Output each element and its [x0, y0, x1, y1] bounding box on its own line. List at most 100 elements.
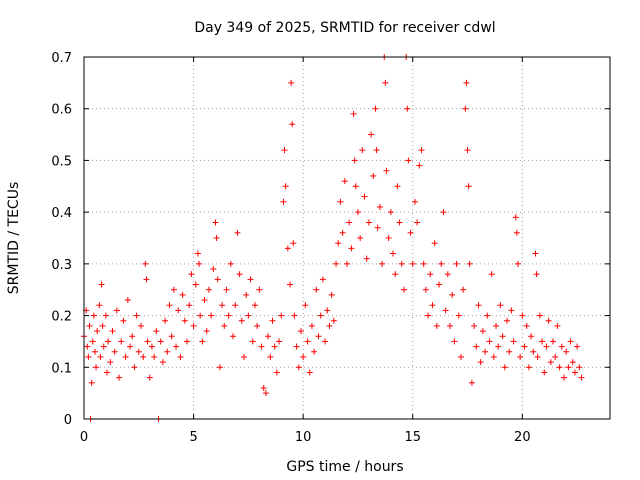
data-point — [144, 338, 151, 345]
data-point — [488, 271, 495, 278]
data-point — [315, 333, 322, 340]
data-point — [240, 353, 247, 360]
data-point — [247, 276, 254, 283]
data-point — [306, 369, 313, 376]
data-point — [534, 353, 541, 360]
data-point — [335, 240, 342, 247]
data-point — [276, 338, 283, 345]
data-point — [528, 333, 535, 340]
data-point — [184, 338, 191, 345]
data-point — [181, 317, 188, 324]
data-point — [162, 317, 169, 324]
data-point — [533, 271, 540, 278]
data-point — [311, 348, 318, 355]
y-tick-label: 0.3 — [51, 258, 72, 273]
data-point — [168, 333, 175, 340]
data-point — [234, 229, 241, 236]
data-point — [560, 374, 567, 381]
data-point — [232, 302, 239, 309]
data-point — [363, 255, 370, 262]
data-points — [81, 54, 585, 422]
data-point — [569, 359, 576, 366]
x-tick-label: 20 — [514, 430, 531, 445]
data-point — [486, 338, 493, 345]
data-point — [293, 343, 300, 350]
data-point — [346, 219, 353, 226]
data-point — [427, 271, 434, 278]
data-point — [85, 353, 92, 360]
data-point — [107, 359, 114, 366]
data-point — [157, 338, 164, 345]
data-point — [550, 338, 557, 345]
data-point — [539, 338, 546, 345]
data-point — [194, 250, 201, 257]
data-point — [512, 214, 519, 221]
data-point — [313, 286, 320, 293]
data-point — [249, 338, 256, 345]
data-point — [210, 266, 217, 273]
data-point — [230, 333, 237, 340]
data-point — [530, 348, 537, 355]
data-point — [506, 348, 513, 355]
data-point — [532, 250, 539, 257]
data-point — [297, 328, 304, 335]
data-point — [319, 276, 326, 283]
data-point — [203, 328, 210, 335]
data-point — [405, 157, 412, 164]
data-point — [442, 307, 449, 314]
data-point — [245, 312, 252, 319]
data-point — [374, 224, 381, 231]
data-point — [440, 209, 447, 216]
data-point — [365, 219, 372, 226]
data-point — [370, 172, 377, 179]
x-tick-label: 15 — [404, 430, 421, 445]
data-point — [288, 79, 295, 86]
data-point — [396, 219, 403, 226]
data-point — [460, 286, 467, 293]
data-point — [385, 235, 392, 241]
data-point — [545, 317, 552, 324]
data-point — [352, 183, 359, 190]
data-point — [382, 79, 389, 86]
data-point — [495, 343, 502, 350]
data-point — [513, 229, 520, 236]
data-point — [100, 343, 107, 350]
data-point — [462, 105, 469, 112]
data-point — [350, 110, 357, 117]
data-point — [96, 302, 103, 309]
data-point — [214, 276, 221, 283]
data-point — [159, 359, 166, 366]
data-point — [567, 338, 574, 345]
data-point — [199, 338, 206, 345]
data-point — [373, 147, 380, 154]
data-point — [109, 328, 116, 335]
data-point — [177, 353, 184, 360]
data-point — [473, 343, 480, 350]
y-tick-label: 0.1 — [51, 361, 72, 376]
data-point — [86, 322, 93, 329]
data-point — [111, 348, 118, 355]
data-point — [116, 374, 123, 381]
data-point — [308, 322, 315, 329]
data-point — [523, 322, 530, 329]
data-point — [436, 281, 443, 288]
data-point — [497, 302, 504, 309]
data-point — [151, 353, 158, 360]
data-point — [438, 260, 445, 267]
data-point — [284, 245, 291, 252]
data-point — [341, 178, 348, 185]
data-point — [137, 322, 144, 329]
data-point — [243, 291, 250, 298]
x-axis-label: GPS time / hours — [286, 459, 403, 475]
data-point — [543, 343, 550, 350]
data-point — [238, 317, 245, 324]
data-point — [290, 240, 297, 247]
data-point — [265, 333, 272, 340]
data-point — [227, 260, 234, 267]
data-point — [517, 353, 524, 360]
data-point — [449, 291, 456, 298]
data-point — [465, 183, 472, 190]
data-point — [451, 338, 458, 345]
data-point — [324, 307, 331, 314]
data-point — [201, 297, 208, 304]
